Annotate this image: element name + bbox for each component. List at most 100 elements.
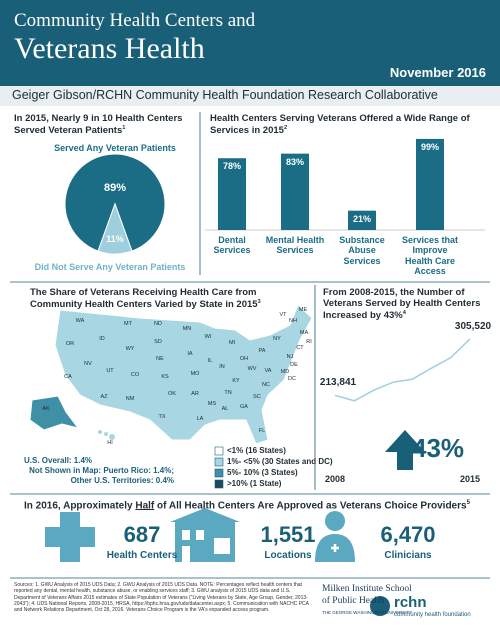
subtitle: Geiger Gibson/RCHN Community Health Foun… xyxy=(12,88,438,102)
state-label: VA xyxy=(264,368,272,374)
state-label: DC xyxy=(288,376,296,382)
rchn-logo xyxy=(370,596,390,616)
bar xyxy=(281,153,309,230)
pie-label: 89% xyxy=(103,182,127,194)
us-map xyxy=(54,304,313,445)
sources: Sources: 1. GWU Analysis of 2015 UDS Dat… xyxy=(14,582,309,613)
bar-category: Substance Abuse Services xyxy=(339,235,385,266)
line-series xyxy=(334,338,471,402)
bar-value-label: 99% xyxy=(420,141,439,152)
providers-title: In 2016, Approximately Half of All Healt… xyxy=(24,500,470,512)
state-label: WV xyxy=(247,366,257,372)
state-label: FL xyxy=(258,428,266,434)
building-windows xyxy=(182,530,230,562)
state-label: MO xyxy=(190,371,200,377)
growth-annotation: 43% xyxy=(412,433,465,463)
bar xyxy=(348,210,376,230)
pie-category: Did Not Serve Any Veteran Patients xyxy=(34,262,186,272)
alaska xyxy=(29,395,80,431)
state-label: IA xyxy=(187,351,193,357)
state-label: OR xyxy=(65,341,75,347)
line-value-label: 213,841 xyxy=(319,377,357,389)
state-label: AR xyxy=(191,391,199,397)
state-label: OK xyxy=(168,391,176,397)
pie-slice xyxy=(97,202,133,255)
x-tick-label: 2015 xyxy=(459,474,481,484)
state-label: MA xyxy=(299,330,309,336)
state-label: HI xyxy=(107,440,113,446)
bar-category: Dental Services xyxy=(213,235,251,256)
state-label: NJ xyxy=(286,354,294,360)
state-label: NY xyxy=(273,336,281,342)
pie-label: 11% xyxy=(106,234,124,244)
bar-title-text: Health Centers Serving Veterans Offered … xyxy=(210,113,470,137)
pie-title-text: In 2015, Nearly 9 in 10 Health Centers S… xyxy=(14,113,183,137)
legend-label: <1% (16 States) xyxy=(227,446,286,455)
bar-category: Mental Health Services xyxy=(265,235,325,256)
bar xyxy=(218,158,246,230)
state-label: LA xyxy=(196,416,204,422)
stat-label: Locations xyxy=(264,550,312,561)
state-label: MS xyxy=(207,401,217,407)
state-label: MD xyxy=(280,369,290,375)
state-label: SC xyxy=(253,394,261,400)
state-label: IN xyxy=(219,364,225,370)
state-label: IL xyxy=(207,358,213,364)
state-label: MN xyxy=(182,326,192,332)
footnote-mark: 1 xyxy=(122,124,126,131)
state-label: ID xyxy=(99,336,105,342)
map-note: Not Shown in Map: Puerto Rico: 1.4%; xyxy=(29,466,174,475)
state-label: PA xyxy=(258,348,266,354)
bar-category: Services that Improve Health Care Access xyxy=(401,235,459,277)
state-label: DE xyxy=(290,362,298,368)
providers-title-emph: Half xyxy=(135,500,155,512)
stat-value: 687 xyxy=(123,522,161,547)
footnote-mark: 3 xyxy=(257,298,261,305)
pie-title: In 2015, Nearly 9 in 10 Health Centers S… xyxy=(14,113,194,137)
legend-swatch xyxy=(214,479,224,489)
gw-logo: THE GEORGE WASHINGTON UNIVERSITY xyxy=(322,610,413,615)
line-value-label: 305,520 xyxy=(454,320,492,332)
legend-label: >10% (1 State) xyxy=(227,479,282,488)
footnote-mark: 5 xyxy=(466,500,470,506)
cross-icon xyxy=(45,512,95,562)
state-label: AK xyxy=(42,406,50,412)
date: November 2016 xyxy=(389,65,486,80)
legend-swatch xyxy=(214,446,224,456)
state-label: NE xyxy=(156,356,164,362)
title-line2: Veterans Health xyxy=(14,32,205,65)
pie-slice xyxy=(64,153,166,252)
state-label: WY xyxy=(125,346,135,352)
pie-category: Served Any Veteran Patients xyxy=(54,143,176,153)
state-label: KS xyxy=(161,374,169,380)
bar-value-label: 78% xyxy=(222,161,241,172)
stat-value: 1,551 xyxy=(260,522,316,547)
footnote-mark: 4 xyxy=(402,309,406,316)
state-label: TX xyxy=(158,414,166,420)
state-label: AL xyxy=(221,406,229,412)
state-label: OH xyxy=(239,356,249,362)
header-band xyxy=(0,0,500,86)
state-label: GA xyxy=(240,404,248,410)
state-label: AZ xyxy=(100,394,108,400)
state-label: WI xyxy=(204,334,212,340)
line-title-text: From 2008-2015, the Number of Veterans S… xyxy=(323,287,481,321)
state-label: CA xyxy=(64,374,72,380)
state-label: KY xyxy=(232,378,240,384)
state-label: CO xyxy=(130,372,140,378)
state-label: NM xyxy=(125,396,135,402)
state-label: UT xyxy=(106,368,114,374)
hawaii xyxy=(98,430,115,440)
legend-label: 1%- <5% (30 States and DC) xyxy=(227,457,333,466)
legend-swatch xyxy=(214,457,224,467)
state-label: RI xyxy=(306,339,312,345)
legend-label: 5%- 10% (3 States) xyxy=(227,468,298,477)
person-cross xyxy=(331,544,339,552)
state-label: ME xyxy=(298,307,308,313)
map-note: Other U.S. Territories: 0.4% xyxy=(70,476,174,485)
line-title: From 2008-2015, the Number of Veterans S… xyxy=(323,287,488,322)
state-label: TN xyxy=(224,390,232,396)
map-title: The Share of Veterans Receiving Health C… xyxy=(30,287,310,311)
